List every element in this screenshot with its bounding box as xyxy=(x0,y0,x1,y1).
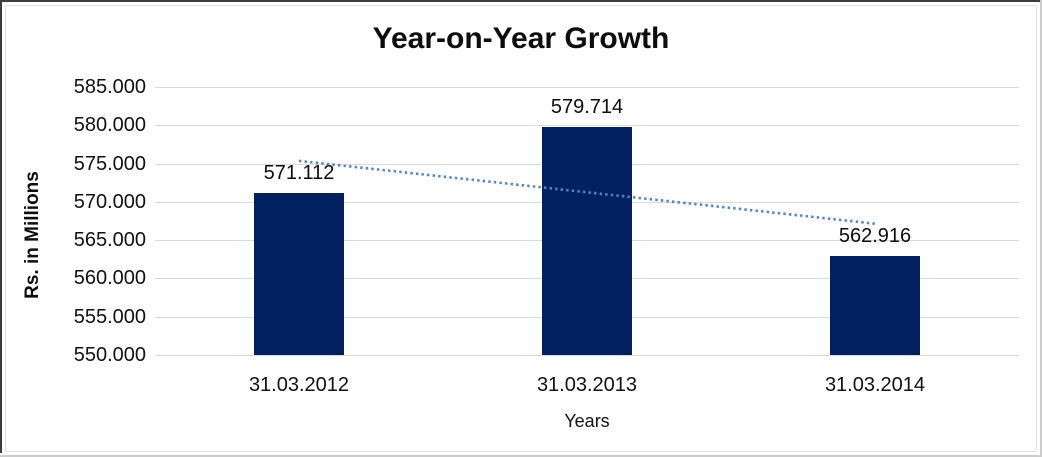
frame-border-right xyxy=(1040,0,1042,457)
x-tick-label: 31.03.2012 xyxy=(248,374,350,396)
bar xyxy=(254,193,344,355)
y-tick-label: 550.000 xyxy=(73,344,146,366)
chart-title: Year-on-Year Growth xyxy=(372,22,670,55)
x-tick-label: 31.03.2014 xyxy=(824,374,926,396)
gridline xyxy=(155,87,1019,88)
gridline xyxy=(155,125,1019,126)
y-tick-label: 575.000 xyxy=(73,153,146,175)
y-tick-label: 570.000 xyxy=(73,191,146,213)
y-tick-label: 565.000 xyxy=(73,229,146,251)
x-tick-label: 31.03.2013 xyxy=(536,374,638,396)
bar xyxy=(542,127,632,355)
y-tick-label: 585.000 xyxy=(73,76,146,98)
gridline xyxy=(155,355,1019,356)
bar-value-label: 579.714 xyxy=(550,96,624,118)
bar-value-label: 562.916 xyxy=(838,225,912,247)
bar xyxy=(830,256,920,355)
y-tick-label: 580.000 xyxy=(73,114,146,136)
frame-border-bottom xyxy=(0,455,1042,457)
frame-border-top xyxy=(0,0,1042,2)
y-tick-label: 555.000 xyxy=(73,306,146,328)
bar-value-label: 571.112 xyxy=(263,162,335,184)
frame-border-left xyxy=(0,0,2,453)
x-axis-title: Years xyxy=(564,411,610,431)
y-tick-label: 560.000 xyxy=(73,267,146,289)
